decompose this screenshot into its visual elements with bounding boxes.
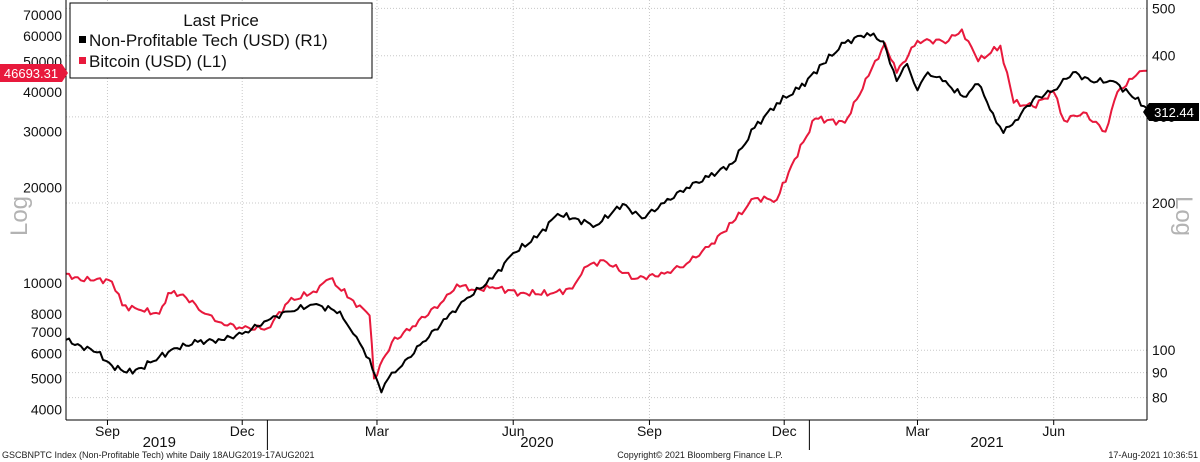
left-axis-label: Log [6,196,33,236]
x-tick-label: Dec [230,423,255,439]
left-tick-label: 60000 [23,28,62,44]
right-tick-label: 400 [1152,48,1176,64]
last-value-tag-npt-box [1149,103,1199,121]
last-value-tag-bitcoin: 46693.31 [0,64,68,82]
left-tick-label: 40000 [23,84,62,100]
last-value-tag-bitcoin-box [0,64,62,82]
last-value-tag-bitcoin-arrow [62,64,68,82]
x-tick-label: Sep [637,423,662,439]
last-value-tag-npt-arrow [1143,103,1149,121]
right-tick-label: 90 [1152,365,1168,381]
left-tick-label: 6000 [31,345,62,361]
right-tick-label: 80 [1152,390,1168,406]
left-tick-label: 8000 [31,306,62,322]
series-line-non-profitable-tech [65,32,1148,394]
left-tick-label: 7000 [31,324,62,340]
year-label: 2021 [970,434,1003,451]
x-tick-label: Dec [772,423,797,439]
footer-copyright: Copyright© 2021 Bloomberg Finance L.P. [617,450,783,460]
legend-label-non-profitable-tech: Non-Profitable Tech (USD) (R1) [89,31,328,50]
left-tick-label: 5000 [31,371,62,387]
left-tick-label: 10000 [23,275,62,291]
x-tick-label: Sep [95,423,120,439]
last-value-tag-bitcoin-text: 46693.31 [4,66,58,81]
x-tick-label: Mar [365,423,389,439]
last-value-tag-npt-text: 312.44 [1154,105,1194,120]
series-line-bitcoin [65,28,1148,380]
left-axis-ticks: 4000 5000 6000 7000 8000 10000 20000 30000 40000… [23,7,62,417]
legend-title: Last Price [183,11,259,30]
footer-source: GSCBNPTC Index (Non-Profitable Tech) whi… [2,450,314,460]
x-tick-label: Jun [1042,423,1065,439]
legend: Last Price Non-Profitable Tech (USD) (R1… [69,2,373,79]
left-tick-label: 30000 [23,124,62,140]
legend-label-bitcoin: Bitcoin (USD) (L1) [89,52,227,71]
right-tick-label: 200 [1152,195,1176,211]
left-tick-label: 20000 [23,180,62,196]
footer-timestamp: 17-Aug-2021 10:36:51 [1108,450,1198,460]
right-axis-label: Log [1170,196,1197,236]
x-tick-label: Jun [502,423,525,439]
legend-swatch-non-profitable-tech [79,36,86,43]
year-label: 2020 [520,434,553,451]
right-tick-label: 100 [1152,342,1176,358]
left-tick-label: 4000 [31,401,62,417]
left-tick-label: 70000 [23,7,62,23]
legend-swatch-bitcoin [79,57,86,64]
legend-box [69,2,373,79]
series-layer [65,28,1148,394]
x-tick-label: Mar [905,423,929,439]
x-axis: Sep Dec Mar Jun Sep Dec Mar Jun 2019 2020 2021 [65,0,1148,451]
last-value-tag-non-profitable-tech: 312.44 [1143,103,1199,121]
year-label: 2019 [143,434,176,451]
right-tick-label: 500 [1152,0,1176,16]
